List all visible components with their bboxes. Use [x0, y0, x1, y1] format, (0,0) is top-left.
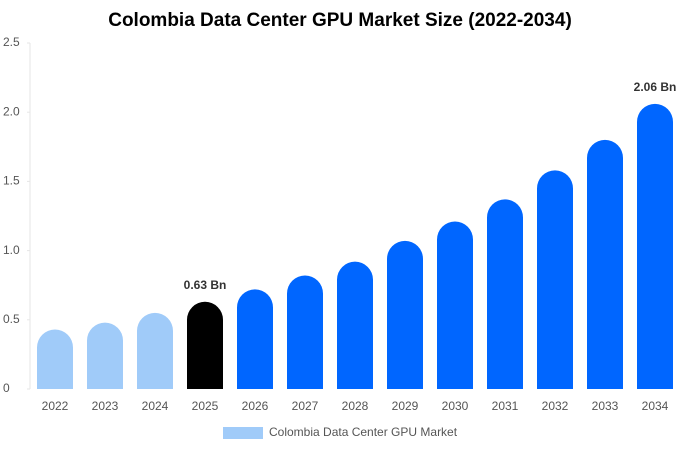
y-tick-label: 2.5	[3, 35, 20, 49]
data-label: 0.63 Bn	[184, 278, 227, 292]
x-tick-label: 2031	[492, 399, 519, 413]
bar	[537, 170, 573, 389]
y-tick-label: 1.0	[3, 243, 20, 257]
bar	[37, 329, 73, 389]
x-tick-label: 2023	[92, 399, 119, 413]
chart-title: Colombia Data Center GPU Market Size (20…	[108, 10, 572, 31]
x-tick-label: 2034	[642, 399, 669, 413]
x-tick-label: 2026	[242, 399, 269, 413]
bar	[137, 312, 173, 389]
bar	[487, 199, 523, 389]
y-tick-label: 0.5	[3, 312, 20, 326]
y-tick-label: 0	[3, 381, 10, 395]
legend-label: Colombia Data Center GPU Market	[269, 425, 458, 439]
bar	[87, 322, 123, 389]
x-tick-label: 2028	[342, 399, 369, 413]
bar	[337, 261, 373, 389]
bar	[287, 275, 323, 389]
x-tick-label: 2032	[542, 399, 569, 413]
x-tick-label: 2027	[292, 399, 319, 413]
y-tick-label: 1.5	[3, 174, 20, 188]
bar	[637, 103, 673, 390]
x-tick-label: 2029	[392, 399, 419, 413]
y-tick-label: 2.0	[3, 104, 20, 118]
x-tick-label: 2025	[192, 399, 219, 413]
x-tick-label: 2030	[442, 399, 469, 413]
data-label: 2.06 Bn	[634, 80, 677, 94]
bar	[387, 240, 423, 389]
bar	[187, 301, 223, 389]
x-tick-label: 2022	[42, 399, 69, 413]
bar	[437, 221, 473, 389]
bar	[587, 139, 623, 389]
legend-swatch	[223, 427, 263, 439]
bar	[237, 289, 273, 389]
x-tick-label: 2033	[592, 399, 619, 413]
x-tick-label: 2024	[142, 399, 169, 413]
